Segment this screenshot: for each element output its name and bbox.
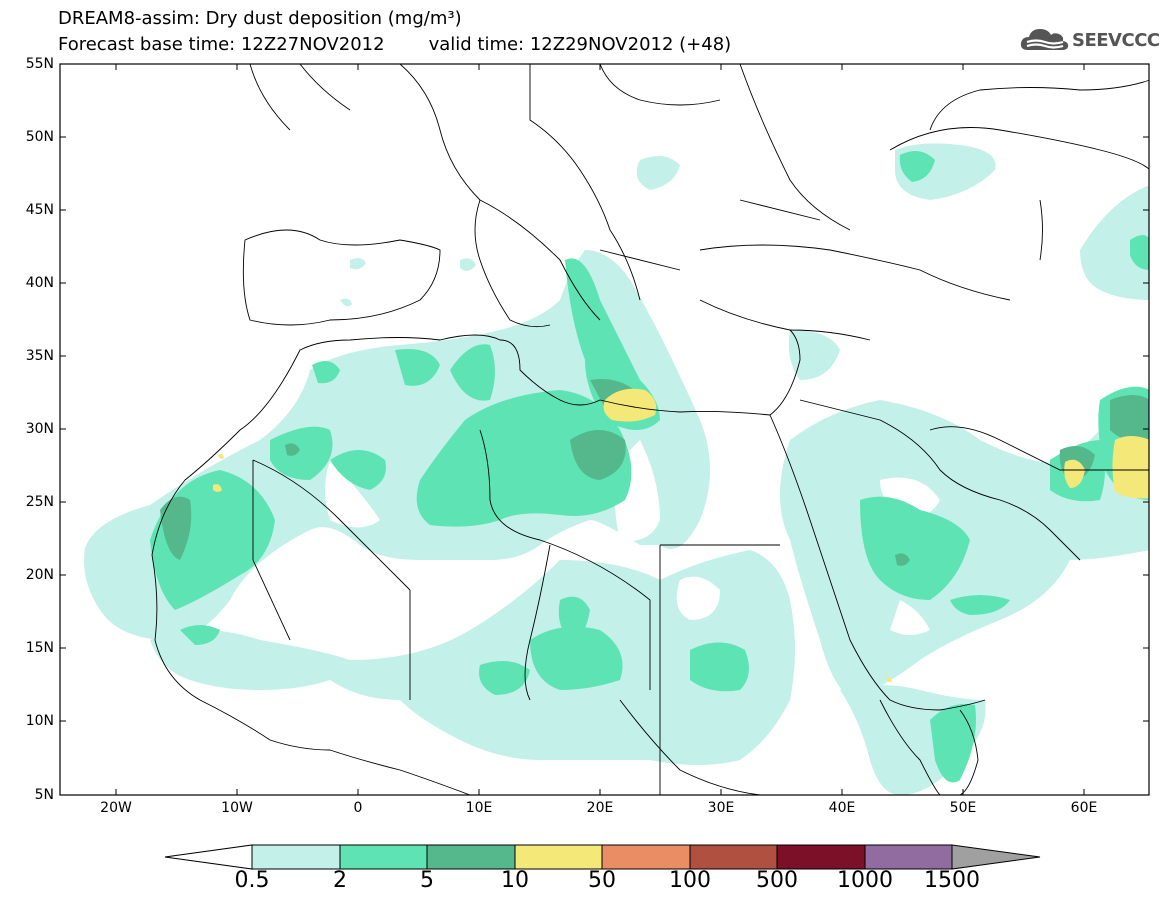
lon-label: 20W [100,800,132,816]
lon-label: 10E [465,800,493,816]
colorbar-segment-10 [514,844,603,870]
lat-label: 45N [25,202,54,218]
lon-label: 30E [707,800,735,816]
lat-label: 5N [34,787,54,803]
colorbar-label: 5 [420,868,434,893]
colorbar-segment-100 [689,844,778,870]
cloud-logo-icon [1020,29,1069,50]
lon-label: 60E [1070,800,1098,816]
colorbar-segment-1000 [864,844,953,870]
colorbar-label: 2 [333,868,347,893]
colorbar-label: 0.5 [234,868,270,893]
lat-label: 50N [25,129,54,145]
colorbar-segment-0-5 [251,844,341,870]
lat-label: 40N [25,275,54,291]
plot-area [60,64,1149,795]
lon-label: 0 [353,800,363,816]
colorbar-label: 10 [501,868,529,893]
colorbar-segment-5 [426,844,516,870]
logo-text: SEEVCCC [1072,30,1160,51]
colorbar-segment-500 [776,844,866,870]
lat-label: 25N [25,494,54,510]
colorbar-label: 100 [669,868,711,893]
lon-label: 10W [221,800,253,816]
colorbar-segment-below-0-5 [164,844,253,870]
colorbar-segment-50 [601,844,691,870]
colorbar-label: 1000 [837,868,893,893]
lat-label: 20N [25,567,54,583]
deposition-level-10 [213,388,1149,682]
colorbar [164,844,1041,870]
lon-label: 50E [949,800,977,816]
seevccc-logo: SEEVCCC [1018,22,1160,58]
lat-label: 15N [25,640,54,656]
lon-label: 20E [586,800,614,816]
forecast-base-time: Forecast base time: 12Z27NOV2012 [58,34,385,55]
colorbar-label: 500 [756,868,798,893]
axis-ticks [60,63,1149,796]
lat-label: 10N [25,713,54,729]
colorbar-label: 1500 [924,868,980,893]
valid-time: valid time: 12Z29NOV2012 (+48) [428,34,732,55]
lat-label: 55N [25,56,54,72]
colorbar-segment-above-1500 [951,844,1041,870]
coastlines-and-borders [151,64,1149,795]
lat-label: 30N [25,421,54,437]
deposition-level-2 [150,151,1149,783]
lat-label: 35N [25,348,54,364]
lon-label: 40E [828,800,856,816]
colorbar-segment-2 [339,844,428,870]
map-subtitle: Forecast base time: 12Z27NOV2012 valid ti… [58,35,731,55]
map-title: DREAM8-assim: Dry dust deposition (mg/m³… [58,8,462,29]
colorbar-label: 50 [588,868,616,893]
